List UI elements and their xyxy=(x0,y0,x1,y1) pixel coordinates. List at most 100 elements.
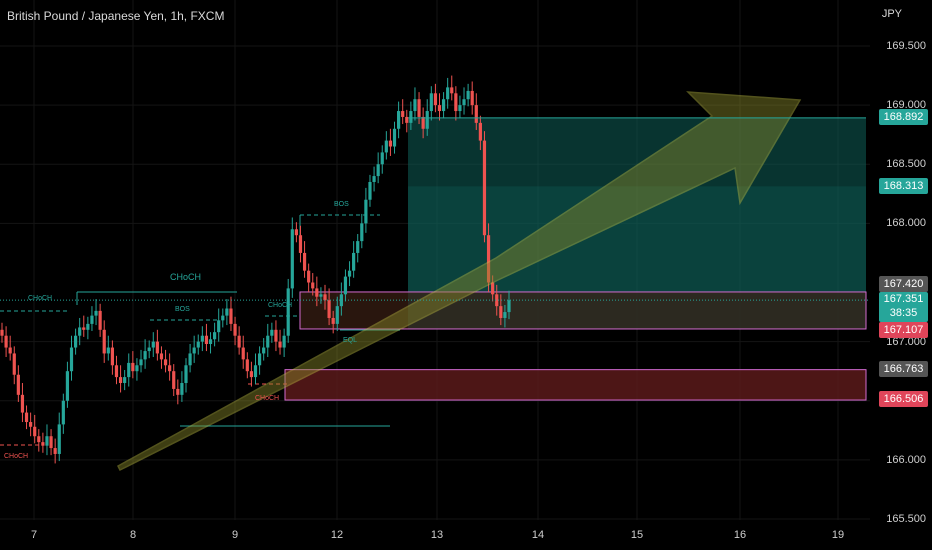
candle-body xyxy=(208,339,213,344)
candle-body xyxy=(78,327,82,336)
candle-body xyxy=(143,351,147,360)
entry-top-price-tag[interactable]: 168.313 xyxy=(879,178,928,194)
y-tick-label: 167.000 xyxy=(886,335,926,348)
candle-body xyxy=(262,347,266,354)
trend-arrow-shape xyxy=(117,91,802,472)
candle-body xyxy=(131,362,135,372)
candle-body xyxy=(53,448,57,454)
candle-body xyxy=(298,235,303,253)
candle-body xyxy=(278,341,282,348)
candle-body xyxy=(347,270,352,277)
level-lines xyxy=(0,117,870,301)
x-tick-label: 7 xyxy=(30,529,38,541)
y-tick-label: 165.500 xyxy=(886,513,926,525)
choch-low-label: CHoCH xyxy=(255,395,280,402)
candle-body xyxy=(315,288,319,297)
candle-body xyxy=(245,359,249,372)
candle-body xyxy=(196,341,200,348)
candle-body xyxy=(266,335,270,348)
candle-body xyxy=(200,335,204,342)
candle-body xyxy=(29,422,33,427)
candle-body xyxy=(37,436,41,443)
candle-body xyxy=(253,365,258,378)
candle-body xyxy=(360,223,364,242)
candle-body xyxy=(41,442,45,446)
candle-body xyxy=(237,335,241,348)
candle-body xyxy=(499,306,503,318)
candle-body xyxy=(335,306,339,324)
candle-body xyxy=(12,353,16,375)
candle-body xyxy=(380,152,384,165)
y-tick-label: 166.000 xyxy=(886,453,926,466)
candle-body xyxy=(118,377,123,384)
candle-body xyxy=(8,347,12,354)
x-tick-label: 14 xyxy=(531,529,545,541)
chart-title: British Pound / Japanese Yen, 1h, FXCM xyxy=(7,9,225,23)
candle-body xyxy=(339,294,343,307)
candle-body xyxy=(24,412,29,423)
trade-zones xyxy=(284,117,867,401)
structure-lines xyxy=(0,214,400,446)
candle-body xyxy=(16,374,20,395)
candle-body xyxy=(123,377,127,384)
candle-body xyxy=(94,310,98,316)
x-tick-label: 12 xyxy=(330,529,344,541)
candle-body xyxy=(151,341,155,348)
candle-body xyxy=(229,308,233,324)
target-price-tag[interactable]: 168.892 xyxy=(879,109,928,125)
candle-body xyxy=(135,365,139,372)
candle-body xyxy=(495,294,499,307)
candle-body xyxy=(294,229,298,236)
candle-countdown: 38:35 xyxy=(889,307,918,319)
candle-body xyxy=(286,288,290,336)
candle-body xyxy=(503,312,507,318)
candle-body xyxy=(217,320,221,333)
candle-body xyxy=(425,111,429,129)
candle-body xyxy=(139,359,143,366)
choch-main-label: CHoCH xyxy=(170,272,202,282)
candle-body xyxy=(20,394,25,413)
candle-body xyxy=(405,116,409,123)
candle-body xyxy=(458,105,462,112)
zone-top-price-tag[interactable]: 167.420 xyxy=(879,276,928,292)
candle-body xyxy=(302,252,307,271)
candle-body xyxy=(331,317,335,324)
current-price-value: 167.351 xyxy=(883,293,924,305)
currency-label: JPY xyxy=(881,8,902,20)
candle-body xyxy=(454,93,458,112)
candle-body xyxy=(69,347,74,372)
x-tick-label: 13 xyxy=(430,529,444,541)
candle-body xyxy=(155,341,159,354)
candle-body xyxy=(82,327,86,330)
candles xyxy=(0,75,511,464)
candle-body xyxy=(225,308,229,316)
candle-body xyxy=(176,388,180,395)
zone-bottom-price-tag[interactable]: 167.107 xyxy=(879,322,928,338)
stop-top-price-tag[interactable]: 166.763 xyxy=(879,361,928,377)
x-tick-label: 19 xyxy=(831,529,845,541)
candle-body xyxy=(204,335,209,344)
candle-body xyxy=(172,371,176,389)
candle-body xyxy=(45,436,49,446)
candle-body xyxy=(450,87,454,94)
y-tick-label: 169.500 xyxy=(886,40,926,52)
supply-zone xyxy=(300,291,866,329)
candle-body xyxy=(57,424,61,454)
choch-left-label: CHoCH xyxy=(28,295,53,302)
y-tick-label: 169.000 xyxy=(886,99,926,112)
candle-body xyxy=(433,93,438,106)
current-price-tag[interactable]: 167.351 38:35 xyxy=(879,292,928,322)
candle-body xyxy=(33,426,37,437)
x-tick-label: 16 xyxy=(733,529,747,541)
candle-body xyxy=(61,400,65,425)
y-tick-label: 168.000 xyxy=(886,217,926,230)
candle-body xyxy=(307,270,311,283)
candle-body xyxy=(233,323,237,336)
candle-body xyxy=(168,365,172,372)
candle-body xyxy=(319,294,323,297)
stop-price-tag[interactable]: 166.506 xyxy=(879,391,928,407)
candle-body xyxy=(114,365,119,378)
bos-mid-label: BOS xyxy=(175,306,190,313)
